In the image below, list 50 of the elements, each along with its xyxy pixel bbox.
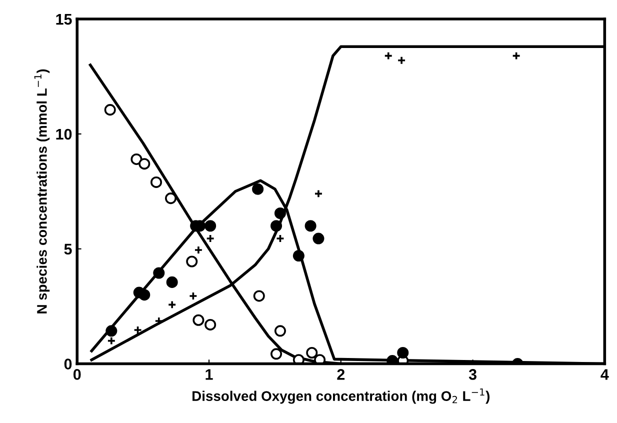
point <box>194 246 203 254</box>
point <box>168 300 176 310</box>
y-tick-label: 0 <box>64 358 72 370</box>
point <box>138 158 150 170</box>
x-tick-label: 4 <box>600 369 609 380</box>
point <box>274 207 286 220</box>
point <box>192 314 204 326</box>
point <box>154 316 164 326</box>
point <box>397 56 406 65</box>
point <box>386 355 398 364</box>
point <box>186 256 198 268</box>
y-axis-title: N species concentrations (mmol L$^{−1}$) <box>34 69 50 314</box>
point <box>188 292 198 300</box>
y-tick-label: 5 <box>64 244 72 255</box>
point <box>276 234 285 243</box>
point <box>166 276 178 288</box>
point <box>292 250 304 262</box>
x-tick-label: 3 <box>468 369 476 380</box>
point <box>306 346 318 359</box>
point <box>384 51 393 60</box>
point <box>314 189 323 198</box>
point <box>153 267 165 279</box>
point <box>270 220 282 232</box>
point <box>253 290 265 302</box>
point <box>274 325 286 337</box>
point <box>314 354 326 364</box>
point <box>292 354 304 364</box>
point <box>106 325 118 337</box>
point <box>270 348 282 360</box>
point <box>512 51 521 60</box>
point <box>133 326 142 334</box>
x-tick-label: 2 <box>337 369 345 380</box>
point <box>204 318 216 330</box>
point <box>150 176 162 188</box>
point <box>107 336 116 346</box>
point <box>252 183 264 195</box>
point <box>204 220 216 232</box>
point <box>206 234 215 243</box>
x-tick-label: 1 <box>206 369 213 380</box>
point <box>138 289 150 301</box>
point <box>312 232 324 244</box>
y-tick-label: 15 <box>56 14 72 25</box>
point <box>130 153 142 165</box>
point <box>104 104 116 116</box>
point <box>164 192 177 204</box>
point <box>304 220 316 232</box>
point <box>397 346 409 359</box>
x-tick-label: 0 <box>73 369 81 380</box>
x-axis-title: Dissolved Oxygen concentration (mg O$_{2}$ L$^{−1}$) <box>192 388 490 404</box>
y-tick-label: 10 <box>56 128 72 140</box>
